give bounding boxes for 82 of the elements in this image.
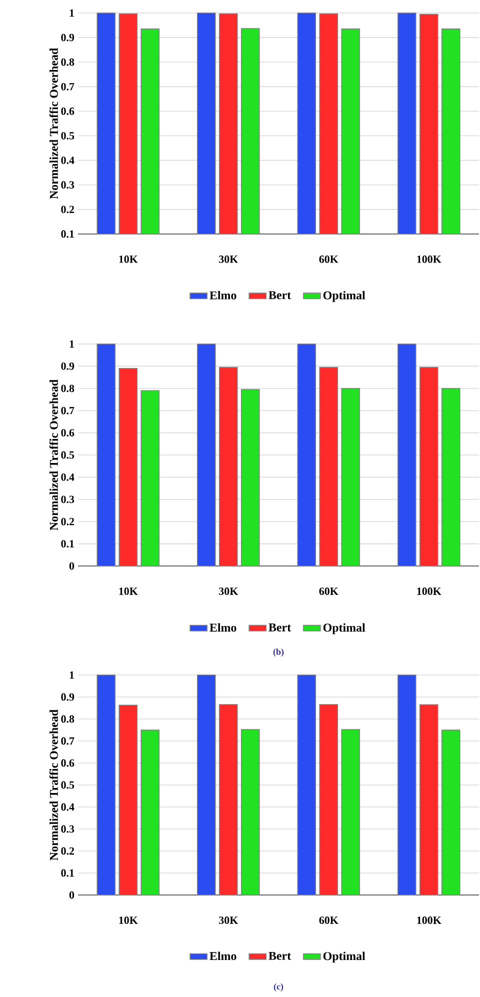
y-tick-label: 0 bbox=[70, 562, 74, 570]
y-tick-label: 0.7 bbox=[61, 82, 74, 90]
y-tick-label: 1 bbox=[70, 671, 74, 679]
y-tick-label: 1 bbox=[70, 9, 74, 17]
bar bbox=[442, 730, 461, 896]
x-tick-label: 100K bbox=[418, 588, 442, 595]
x-tick-label: 100K bbox=[418, 916, 442, 924]
legend-label: Optimal bbox=[324, 623, 366, 634]
x-tick-label: 100K bbox=[418, 256, 442, 263]
y-tick-label: 0.6 bbox=[61, 759, 74, 767]
x-tick-label: 10K bbox=[120, 916, 138, 924]
y-tick-label: 0.2 bbox=[61, 847, 74, 855]
bar bbox=[140, 730, 160, 896]
y-tick-label: 0.4 bbox=[61, 803, 75, 811]
bar bbox=[442, 388, 461, 566]
y-tick-label: 0.3 bbox=[61, 181, 74, 189]
x-tick-label: 30K bbox=[219, 588, 238, 595]
bar bbox=[140, 390, 160, 566]
y-tick-label: 0.3 bbox=[61, 496, 74, 504]
bar bbox=[197, 344, 216, 566]
legend-label: Optimal bbox=[324, 952, 366, 963]
bar bbox=[319, 704, 338, 896]
y-tick-label: 0.1 bbox=[61, 869, 74, 877]
text: (b) bbox=[274, 648, 284, 657]
bar bbox=[420, 704, 439, 896]
x-tick-label: 30K bbox=[219, 256, 238, 263]
y-tick-label: 0.6 bbox=[61, 108, 74, 115]
legend-label: Bert bbox=[268, 291, 292, 300]
legend-label: Optimal bbox=[324, 290, 366, 302]
bar bbox=[341, 388, 360, 566]
legend-label: Elmo bbox=[210, 290, 236, 300]
bar bbox=[398, 674, 417, 896]
y-tick-label: 0.7 bbox=[61, 737, 74, 745]
legend-label: Elmo bbox=[210, 623, 236, 632]
x-tick-label: 60K bbox=[320, 588, 339, 595]
y-axis-title: Normalized Traffic Overhead bbox=[50, 380, 58, 530]
bar bbox=[241, 389, 260, 566]
bar bbox=[297, 674, 316, 896]
y-tick-label: 0.9 bbox=[61, 34, 74, 42]
bar bbox=[96, 344, 116, 566]
y-tick-label: 1 bbox=[70, 340, 74, 348]
text: (c) bbox=[274, 983, 284, 992]
y-tick-label: 0.5 bbox=[61, 451, 74, 459]
y-tick-label: 0.5 bbox=[61, 132, 74, 140]
bar bbox=[118, 704, 138, 896]
bar bbox=[319, 366, 338, 566]
y-tick-label: 0.2 bbox=[61, 206, 74, 214]
y-tick-label: 0.3 bbox=[61, 825, 74, 833]
legend-label: Bert bbox=[268, 952, 292, 960]
y-tick-label: 0.4 bbox=[61, 156, 75, 164]
y-tick-label: 0 bbox=[70, 891, 74, 899]
bar bbox=[219, 366, 238, 566]
bar bbox=[297, 344, 316, 566]
y-axis-title: Normalized Traffic Overhead bbox=[50, 710, 58, 860]
y-tick-label: 0.1 bbox=[61, 540, 74, 548]
bar bbox=[341, 729, 360, 896]
bar bbox=[219, 704, 238, 896]
x-tick-label: 10K bbox=[120, 256, 138, 263]
y-tick-label: 0.8 bbox=[61, 58, 74, 66]
y-tick-label: 0.7 bbox=[61, 406, 74, 414]
y-tick-label: 0.5 bbox=[61, 781, 74, 789]
x-tick-label: 60K bbox=[320, 916, 339, 924]
x-tick-label: 10K bbox=[120, 588, 138, 595]
bar bbox=[420, 366, 439, 566]
bar bbox=[398, 344, 417, 566]
y-axis-title: Normalized Traffic Overhead bbox=[50, 48, 58, 199]
bar bbox=[197, 674, 216, 896]
y-tick-label: 0.8 bbox=[61, 384, 74, 392]
x-tick-label: 60K bbox=[320, 256, 339, 263]
bar bbox=[118, 368, 138, 566]
y-tick-label: 0.9 bbox=[61, 693, 74, 701]
bar bbox=[96, 674, 116, 896]
y-tick-label: 0.9 bbox=[61, 362, 74, 370]
y-tick-label: 0.6 bbox=[61, 429, 74, 437]
legend-label: Elmo bbox=[210, 952, 236, 960]
legend-label: Bert bbox=[268, 624, 292, 632]
y-tick-label: 0.1 bbox=[61, 230, 74, 238]
x-tick-label: 30K bbox=[219, 916, 238, 924]
bar bbox=[241, 729, 260, 896]
y-tick-label: 0.2 bbox=[61, 518, 74, 526]
y-tick-label: 0.4 bbox=[61, 473, 75, 481]
y-tick-label: 0.8 bbox=[61, 715, 74, 723]
